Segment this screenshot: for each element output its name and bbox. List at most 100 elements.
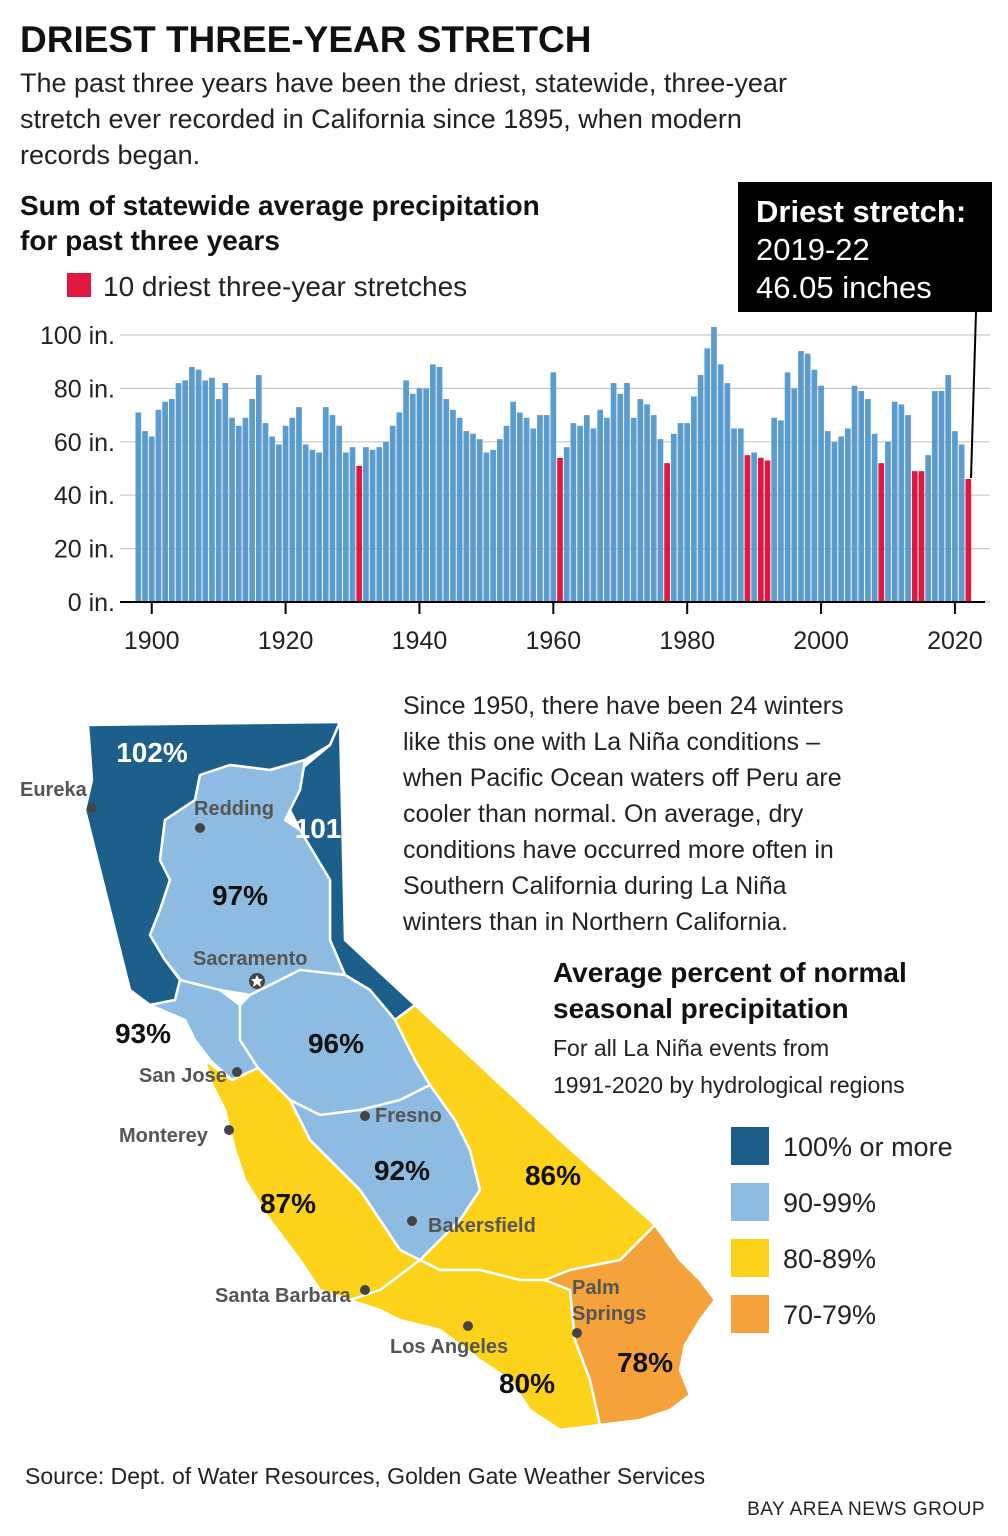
x-tick-label: 2000 xyxy=(793,627,849,655)
intro-line: records began. xyxy=(20,140,200,170)
bar xyxy=(858,391,865,602)
bar xyxy=(470,433,476,602)
body-line: conditions have occurred more often in xyxy=(403,836,834,864)
bar xyxy=(664,463,670,602)
city-label: Eureka xyxy=(20,779,88,801)
body-line: like this one with La Niña conditions – xyxy=(403,728,820,756)
bar xyxy=(617,393,624,602)
city-dot xyxy=(224,1125,234,1135)
bar xyxy=(771,417,778,602)
bar xyxy=(778,420,784,602)
y-tick-label: 100 in. xyxy=(40,322,115,350)
bar xyxy=(844,428,851,602)
bar xyxy=(235,425,242,602)
bar xyxy=(717,364,724,602)
chart-title: Sum of statewide average precipitation xyxy=(20,190,540,221)
bar xyxy=(644,404,650,602)
bar xyxy=(296,407,302,602)
bar xyxy=(329,415,336,602)
bar xyxy=(202,380,209,602)
bar xyxy=(650,415,657,602)
bar xyxy=(931,391,938,602)
bar xyxy=(757,457,764,602)
city-label: Sacramento xyxy=(193,948,308,970)
city-label: Santa Barbara xyxy=(215,1285,351,1307)
bar xyxy=(724,383,731,602)
bar xyxy=(577,425,583,602)
bar xyxy=(456,417,463,602)
bar xyxy=(409,393,416,602)
chart-title: for past three years xyxy=(20,225,280,256)
region-label: 87% xyxy=(260,1188,316,1219)
bar xyxy=(336,425,342,602)
bar xyxy=(510,401,517,602)
bar xyxy=(597,409,604,602)
bar xyxy=(403,380,409,602)
bar xyxy=(737,428,744,602)
bar xyxy=(450,409,456,602)
region-label: 92% xyxy=(374,1155,430,1186)
bar xyxy=(189,367,195,602)
intro-line: stretch ever recorded in California sinc… xyxy=(20,104,742,134)
bar xyxy=(871,433,878,602)
bar xyxy=(302,444,309,602)
bar xyxy=(818,385,824,602)
bar xyxy=(851,385,858,602)
bar xyxy=(751,452,757,602)
x-tick-label: 1980 xyxy=(659,627,715,655)
bar xyxy=(744,455,751,602)
legend-swatch xyxy=(731,1239,769,1277)
bar xyxy=(550,372,557,602)
x-tick-label: 1900 xyxy=(124,627,180,655)
city-dot xyxy=(195,823,205,833)
bar xyxy=(282,425,289,602)
source: Source: Dept. of Water Resources, Golden… xyxy=(25,1463,705,1489)
bar xyxy=(691,396,697,602)
bar xyxy=(342,452,349,602)
city-label: Los Angeles xyxy=(390,1336,508,1358)
bar xyxy=(610,383,617,602)
bar xyxy=(423,388,430,602)
bar xyxy=(965,479,972,602)
x-tick-label: 2020 xyxy=(927,627,983,655)
intro-line: The past three years have been the dries… xyxy=(20,68,787,98)
region-label: 93% xyxy=(115,1018,171,1049)
bar xyxy=(262,423,269,602)
city-label: Monterey xyxy=(119,1125,209,1147)
y-tick-label: 60 in. xyxy=(54,429,115,457)
bar xyxy=(356,465,363,602)
bar xyxy=(430,364,436,602)
map-subtitle: For all La Niña events from xyxy=(553,1035,829,1061)
legend-swatch xyxy=(731,1295,769,1333)
bar xyxy=(570,423,577,602)
bar xyxy=(229,417,235,602)
region-label: 78% xyxy=(617,1347,673,1378)
bar xyxy=(537,415,543,602)
y-tick-label: 20 in. xyxy=(54,536,115,564)
region-label: 101 xyxy=(295,813,342,844)
bar xyxy=(376,447,383,602)
bar xyxy=(249,399,255,602)
city-label: Springs xyxy=(572,1303,646,1325)
bar xyxy=(142,431,148,602)
bar xyxy=(764,460,771,602)
bar xyxy=(731,428,737,602)
bar xyxy=(316,452,322,602)
bar xyxy=(389,425,396,602)
bar xyxy=(155,409,162,602)
bar xyxy=(436,367,443,602)
annotation-box xyxy=(738,182,992,312)
bar xyxy=(322,407,329,602)
city-dot xyxy=(232,1067,242,1077)
bar xyxy=(463,431,470,602)
legend-swatch xyxy=(67,273,91,297)
bar xyxy=(162,401,168,602)
city-label: Palm xyxy=(572,1277,620,1299)
annotation-line: 2019-22 xyxy=(756,232,870,267)
bar xyxy=(898,404,905,602)
bar xyxy=(630,417,637,602)
region-label: 102% xyxy=(116,737,188,768)
bar xyxy=(684,423,691,602)
bar xyxy=(195,369,202,602)
